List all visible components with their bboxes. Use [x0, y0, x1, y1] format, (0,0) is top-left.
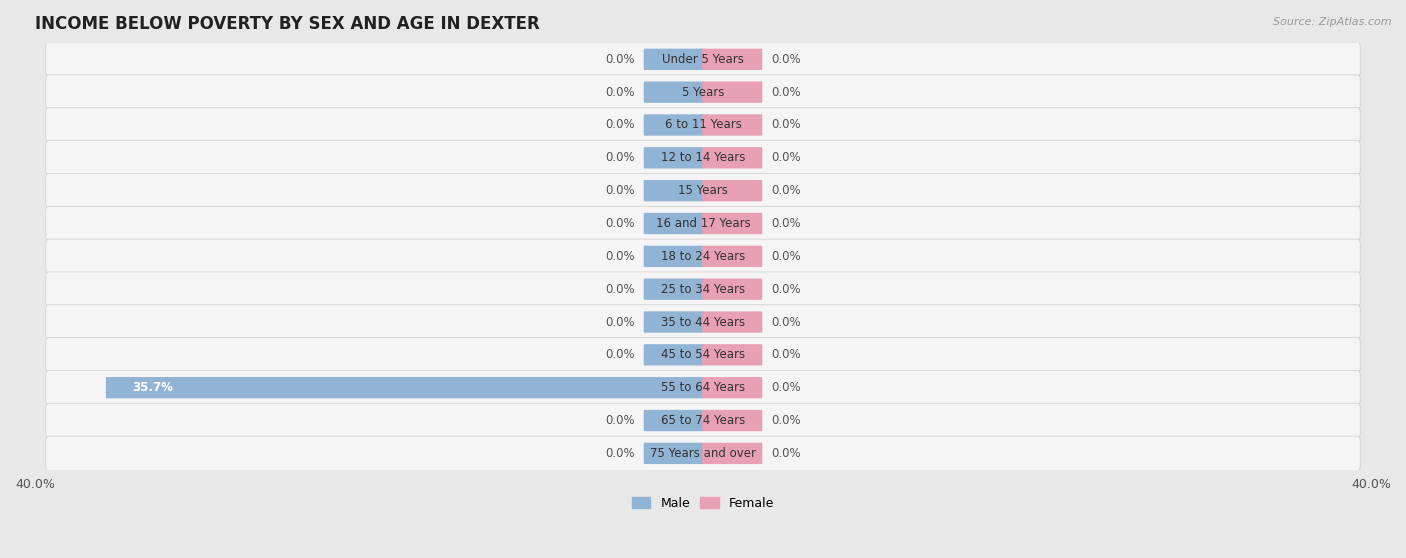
FancyBboxPatch shape [644, 442, 704, 464]
FancyBboxPatch shape [644, 180, 704, 201]
FancyBboxPatch shape [702, 180, 762, 201]
Text: 0.0%: 0.0% [772, 381, 801, 394]
Text: 0.0%: 0.0% [605, 184, 634, 197]
FancyBboxPatch shape [702, 311, 762, 333]
FancyBboxPatch shape [46, 75, 1360, 109]
FancyBboxPatch shape [46, 305, 1360, 339]
FancyBboxPatch shape [46, 371, 1360, 405]
FancyBboxPatch shape [644, 311, 704, 333]
FancyBboxPatch shape [702, 344, 762, 365]
Text: 0.0%: 0.0% [772, 447, 801, 460]
Text: 5 Years: 5 Years [682, 85, 724, 99]
FancyBboxPatch shape [702, 442, 762, 464]
Text: 0.0%: 0.0% [772, 217, 801, 230]
FancyBboxPatch shape [702, 410, 762, 431]
FancyBboxPatch shape [702, 81, 762, 103]
FancyBboxPatch shape [702, 49, 762, 70]
Text: 15 Years: 15 Years [678, 184, 728, 197]
Text: 0.0%: 0.0% [772, 414, 801, 427]
Text: 0.0%: 0.0% [605, 348, 634, 362]
Text: 16 and 17 Years: 16 and 17 Years [655, 217, 751, 230]
FancyBboxPatch shape [46, 141, 1360, 175]
FancyBboxPatch shape [702, 246, 762, 267]
FancyBboxPatch shape [46, 338, 1360, 372]
FancyBboxPatch shape [644, 114, 704, 136]
Text: 55 to 64 Years: 55 to 64 Years [661, 381, 745, 394]
Text: 0.0%: 0.0% [772, 250, 801, 263]
FancyBboxPatch shape [644, 49, 704, 70]
Text: 0.0%: 0.0% [772, 118, 801, 132]
FancyBboxPatch shape [644, 147, 704, 169]
FancyBboxPatch shape [46, 239, 1360, 273]
FancyBboxPatch shape [644, 213, 704, 234]
Text: 18 to 24 Years: 18 to 24 Years [661, 250, 745, 263]
FancyBboxPatch shape [702, 114, 762, 136]
FancyBboxPatch shape [46, 206, 1360, 240]
FancyBboxPatch shape [702, 278, 762, 300]
Text: 35 to 44 Years: 35 to 44 Years [661, 315, 745, 329]
Text: 35.7%: 35.7% [132, 381, 173, 394]
FancyBboxPatch shape [644, 246, 704, 267]
Text: 0.0%: 0.0% [605, 447, 634, 460]
Text: 0.0%: 0.0% [605, 118, 634, 132]
Text: 0.0%: 0.0% [772, 151, 801, 164]
FancyBboxPatch shape [644, 344, 704, 365]
FancyBboxPatch shape [46, 108, 1360, 142]
FancyBboxPatch shape [105, 377, 704, 398]
Text: 65 to 74 Years: 65 to 74 Years [661, 414, 745, 427]
FancyBboxPatch shape [46, 403, 1360, 438]
Text: 0.0%: 0.0% [772, 348, 801, 362]
FancyBboxPatch shape [46, 436, 1360, 470]
Text: INCOME BELOW POVERTY BY SEX AND AGE IN DEXTER: INCOME BELOW POVERTY BY SEX AND AGE IN D… [35, 15, 540, 33]
Text: 0.0%: 0.0% [772, 53, 801, 66]
Text: 0.0%: 0.0% [605, 315, 634, 329]
Text: 0.0%: 0.0% [605, 217, 634, 230]
FancyBboxPatch shape [46, 174, 1360, 208]
Text: 0.0%: 0.0% [605, 414, 634, 427]
Text: 0.0%: 0.0% [772, 315, 801, 329]
Legend: Male, Female: Male, Female [627, 492, 779, 515]
FancyBboxPatch shape [702, 147, 762, 169]
Text: 75 Years and over: 75 Years and over [650, 447, 756, 460]
Text: 12 to 14 Years: 12 to 14 Years [661, 151, 745, 164]
FancyBboxPatch shape [46, 42, 1360, 76]
Text: 0.0%: 0.0% [772, 85, 801, 99]
Text: 0.0%: 0.0% [605, 53, 634, 66]
Text: 6 to 11 Years: 6 to 11 Years [665, 118, 741, 132]
Text: 0.0%: 0.0% [772, 283, 801, 296]
Text: 0.0%: 0.0% [605, 151, 634, 164]
FancyBboxPatch shape [46, 272, 1360, 306]
Text: 0.0%: 0.0% [605, 283, 634, 296]
Text: 45 to 54 Years: 45 to 54 Years [661, 348, 745, 362]
Text: 0.0%: 0.0% [772, 184, 801, 197]
FancyBboxPatch shape [644, 278, 704, 300]
Text: 0.0%: 0.0% [605, 85, 634, 99]
Text: 25 to 34 Years: 25 to 34 Years [661, 283, 745, 296]
Text: Source: ZipAtlas.com: Source: ZipAtlas.com [1274, 17, 1392, 27]
FancyBboxPatch shape [702, 213, 762, 234]
FancyBboxPatch shape [644, 81, 704, 103]
Text: 0.0%: 0.0% [605, 250, 634, 263]
FancyBboxPatch shape [702, 377, 762, 398]
FancyBboxPatch shape [644, 410, 704, 431]
Text: Under 5 Years: Under 5 Years [662, 53, 744, 66]
